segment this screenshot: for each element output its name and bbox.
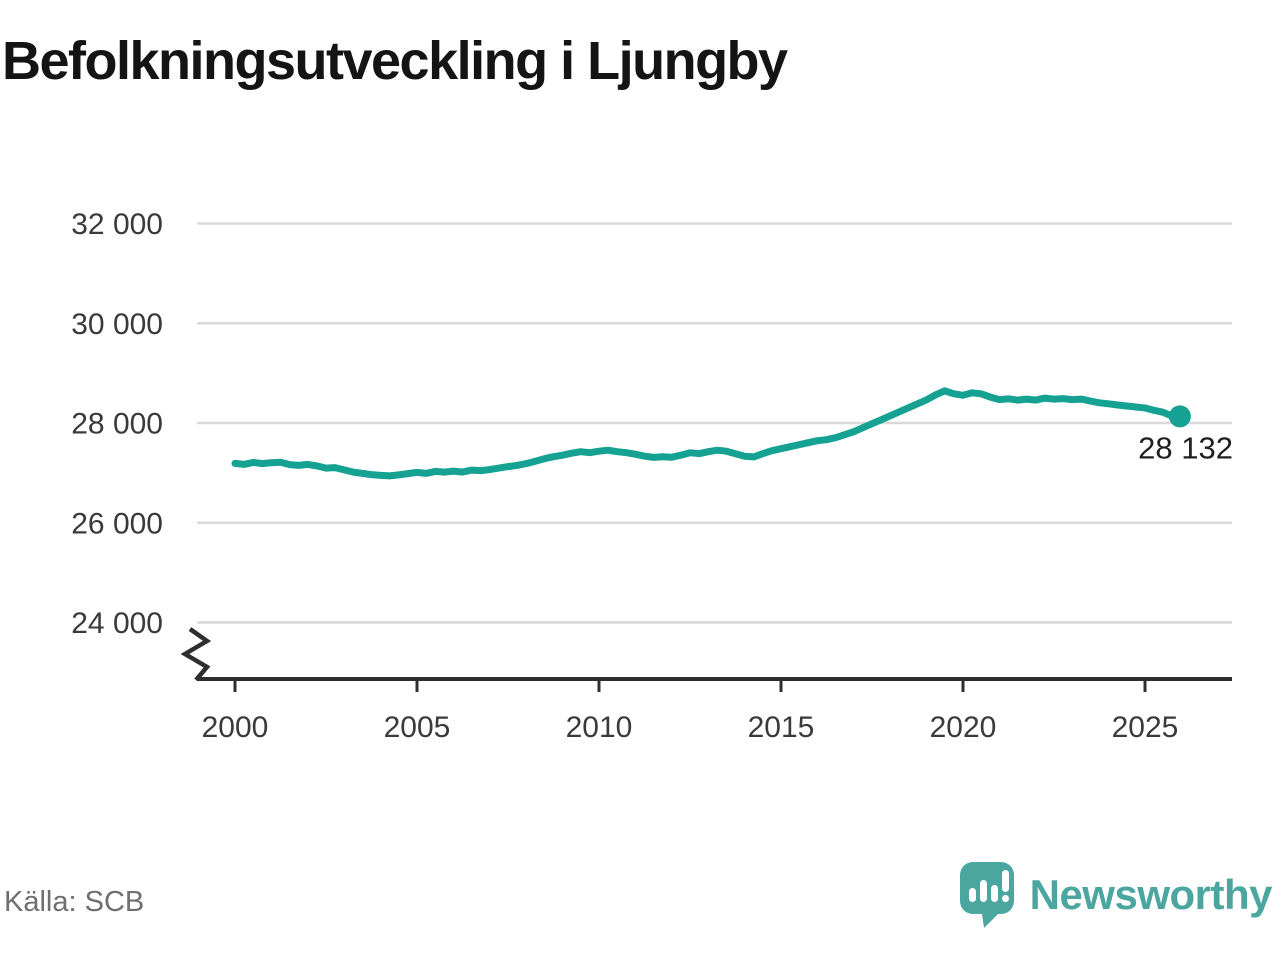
x-axis-labels: 2000 2005 2010 2015 2020 2025 [202, 711, 1179, 744]
newsworthy-logo-icon [959, 862, 1014, 928]
x-tick-label: 2005 [384, 711, 451, 744]
x-tick-label: 2010 [566, 711, 633, 744]
source-note: Källa: SCB [4, 886, 145, 918]
x-tick-label: 2020 [930, 711, 997, 744]
page-title: Befolkningsutveckling i Ljungby [2, 31, 788, 91]
newsworthy-wordmark: Newsworthy [1029, 871, 1273, 918]
y-axis-labels: 32 000 30 000 28 000 26 000 24 000 [71, 208, 163, 640]
newsworthy-branding: Newsworthy [959, 862, 1273, 928]
y-tick-label: 26 000 [71, 507, 163, 540]
x-tick-label: 2015 [748, 711, 815, 744]
y-tick-label: 30 000 [71, 308, 163, 341]
gridlines [197, 222, 1232, 624]
y-tick-label: 32 000 [71, 208, 163, 241]
x-axis [197, 677, 1232, 692]
population-series-line [231, 387, 1184, 480]
latest-value-dot [1168, 405, 1191, 428]
axis-break-icon [180, 627, 212, 682]
x-tick-label: 2000 [202, 711, 269, 744]
y-tick-label: 28 000 [71, 408, 163, 441]
y-tick-label: 24 000 [71, 607, 163, 640]
x-tick-label: 2025 [1112, 711, 1179, 744]
latest-value-label: 28 132 [1138, 430, 1233, 465]
